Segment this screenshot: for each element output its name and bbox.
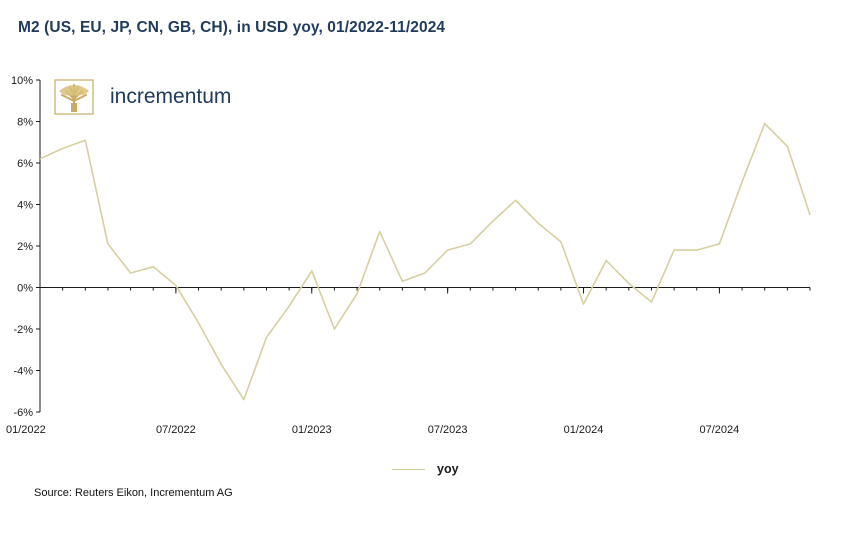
- legend-swatch-yoy: [392, 469, 425, 470]
- x-tick-label: 07/2024: [700, 424, 740, 436]
- y-tick-label: 6%: [17, 158, 33, 170]
- y-tick-label: 10%: [11, 75, 33, 87]
- y-axis-ticks: 10% 8% 6% 4% 2% 0% -2% -4% -6%: [11, 75, 40, 419]
- legend-label-yoy: yoy: [437, 462, 459, 476]
- y-tick-label: -6%: [13, 407, 33, 419]
- series-line-yoy: [39, 122, 811, 401]
- x-axis-ticks: 01/2022 07/2022 01/2023 07/2023 01/2024 07/20…: [6, 287, 811, 436]
- x-tick-label: 07/2023: [428, 424, 468, 436]
- incrementum-logo: incrementum: [54, 79, 274, 119]
- y-tick-label: 2%: [17, 241, 33, 253]
- source-note: Source: Reuters Eikon, Incrementum AG: [34, 487, 233, 499]
- x-tick-label: 01/2022: [6, 424, 46, 436]
- y-tick-label: 4%: [17, 200, 33, 212]
- x-tick-label: 07/2022: [156, 424, 196, 436]
- x-tick-label: 01/2024: [564, 424, 604, 436]
- y-tick-label: 0%: [17, 283, 33, 295]
- chart-axes: [39, 80, 810, 412]
- logo-text: incrementum: [110, 85, 232, 108]
- x-tick-label: 01/2023: [292, 424, 332, 436]
- y-tick-label: 8%: [17, 117, 33, 129]
- series-lines: [39, 122, 811, 401]
- chart-title: M2 (US, EU, JP, CN, GB, CH), in USD yoy,…: [18, 19, 446, 36]
- y-tick-label: -2%: [13, 324, 33, 336]
- tree-icon: [54, 79, 94, 115]
- y-tick-label: -4%: [13, 366, 33, 378]
